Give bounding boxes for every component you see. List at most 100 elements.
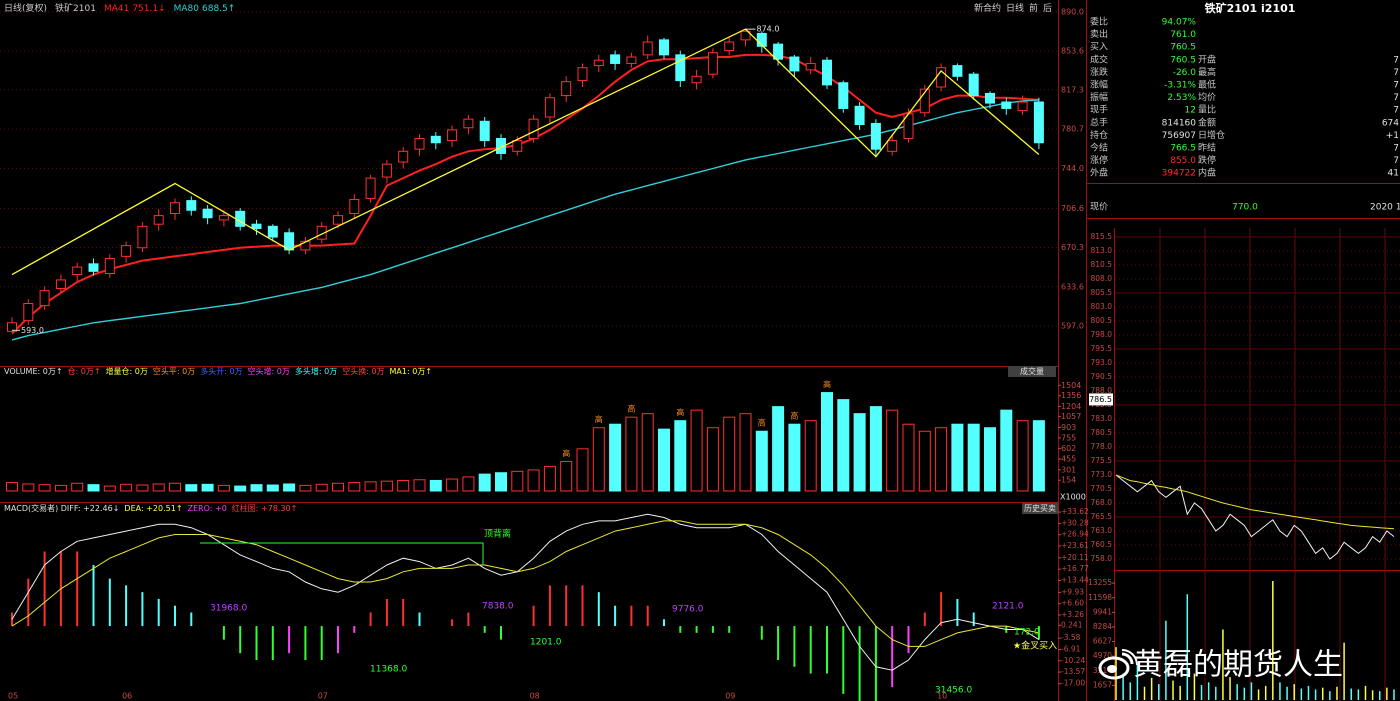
area-label: 7838.0 [482, 602, 514, 612]
y-tick-label: +9.93 [1061, 587, 1084, 596]
quote-label: 跌停 [1198, 154, 1216, 166]
volume-bar [201, 483, 214, 492]
volume-bar [967, 423, 980, 492]
volume-bar [951, 423, 964, 492]
header-item: 日线(复权) [4, 2, 47, 14]
macd-button[interactable]: 历史买卖 [1024, 503, 1056, 513]
quote-label: 涨幅 [1090, 79, 1108, 91]
tab[interactable]: 前 [1029, 2, 1038, 14]
quote-label: 外盘 [1090, 167, 1108, 179]
legend-item: 多头开: 0万 [200, 366, 242, 376]
volume-bar [332, 482, 344, 492]
diff-line [11, 513, 1040, 671]
volume-bar [250, 484, 263, 492]
volume-bar [592, 427, 605, 492]
y-tick-label: 154 [1061, 476, 1076, 485]
candle-body [985, 92, 995, 104]
y-tick-label: 3314 [1093, 666, 1112, 675]
quote-value: 855.0 [1170, 156, 1196, 166]
area-label: 172.0 [1014, 628, 1040, 638]
tab[interactable]: 新合约 [974, 2, 1001, 14]
chart-header: 日线(复权) 铁矿2101 MA41 751.1↓ MA80 688.5↑ [4, 2, 235, 14]
y-tick-label: 780.5 [1091, 428, 1113, 437]
legend-item: 红柱图: +78.30↑ [232, 503, 298, 513]
area-label: 1201.0 [530, 638, 562, 648]
candle-body [854, 105, 865, 126]
y-tick-label: +33.62 [1061, 507, 1089, 516]
candle-body [349, 199, 360, 214]
candle-body [724, 41, 735, 52]
volume-bar [429, 479, 442, 492]
x-tick-label: 08 [530, 692, 540, 701]
candle-body [7, 322, 17, 332]
tab[interactable]: 日线 [1006, 2, 1024, 14]
legend-item: ZERO: +0 [188, 504, 227, 513]
quote-label: 量比 [1198, 104, 1216, 116]
volume-bar [723, 416, 736, 492]
legend-item: VOLUME: 0万↑ [4, 367, 63, 376]
quote-value: 7 [1393, 156, 1399, 166]
candle-body [642, 41, 653, 56]
volume-bar [1000, 409, 1013, 492]
y-tick-label: -3.58 [1061, 633, 1081, 642]
candle-body [1033, 101, 1044, 144]
candle-body [496, 137, 506, 154]
quote-label: 成交 [1090, 53, 1108, 65]
candle-body [463, 118, 474, 129]
legend-value: 751.1↓ [132, 4, 165, 14]
logo-shape [1098, 656, 1130, 680]
volume-bar [283, 483, 296, 492]
area-label: 2121.0 [992, 602, 1024, 612]
quote-label: 内盘 [1198, 167, 1216, 179]
logo-shape [1107, 665, 1117, 673]
tab[interactable]: 后 [1043, 3, 1052, 14]
quote-value: -3.31% [1164, 81, 1196, 91]
y-tick-label: 455 [1061, 455, 1076, 464]
y-tick-label: 670.3 [1061, 243, 1084, 252]
quote-value: 7 [1393, 93, 1399, 103]
volume-bar [886, 409, 899, 492]
candle-body [23, 302, 34, 322]
legend-item: DEA: +20.51↑ [124, 504, 182, 513]
y-tick-label: 706.6 [1061, 204, 1084, 213]
volume-bar [266, 484, 279, 492]
candle-body [479, 120, 490, 142]
quote-label: 均价 [1198, 91, 1216, 103]
y-tick-label: 770.5 [1091, 484, 1113, 493]
y-tick-label: 773.0 [1091, 470, 1113, 479]
candle-body [333, 215, 343, 225]
volume-bar [217, 484, 230, 492]
candle-body [707, 52, 718, 75]
area-label: 31968.0 [210, 604, 247, 614]
volume-bar [821, 392, 833, 492]
volume-bar [169, 482, 181, 492]
dea-line [11, 520, 1040, 647]
price-marker-label: 786.5 [1089, 395, 1112, 404]
volume-bar [446, 478, 459, 492]
y-tick-label: 633.6 [1061, 282, 1084, 291]
candle-body [1001, 101, 1012, 109]
candle-body [137, 225, 148, 249]
candle-body [675, 54, 686, 82]
volume-bar [918, 430, 931, 492]
volume-bar [6, 482, 18, 492]
legend-item: 空头增: 0万 [248, 366, 290, 376]
volume-bar [71, 482, 84, 492]
quote-value: 41 [1388, 169, 1399, 179]
y-tick-label: 793.0 [1091, 358, 1113, 367]
volume-bar [804, 420, 817, 492]
quote-value: 12 [1185, 106, 1196, 116]
volume-button[interactable]: 成交量 [1020, 366, 1044, 376]
candle-body [593, 59, 604, 67]
divergence-line [200, 542, 484, 565]
volume-bar [658, 428, 670, 492]
candle-body [512, 140, 523, 152]
volume-bar [136, 484, 149, 492]
macd-header: MACD(交易者) DIFF: +22.46↓ DEA: +20.51↑ ZERO:… [4, 503, 297, 513]
y-tick-label: -6.91 [1061, 645, 1081, 654]
volume-bar [576, 448, 589, 492]
low-label: 593.0 [21, 326, 44, 335]
logo-shape [1121, 652, 1134, 665]
y-tick-label: 800.5 [1091, 316, 1113, 325]
candle-body [577, 67, 588, 82]
